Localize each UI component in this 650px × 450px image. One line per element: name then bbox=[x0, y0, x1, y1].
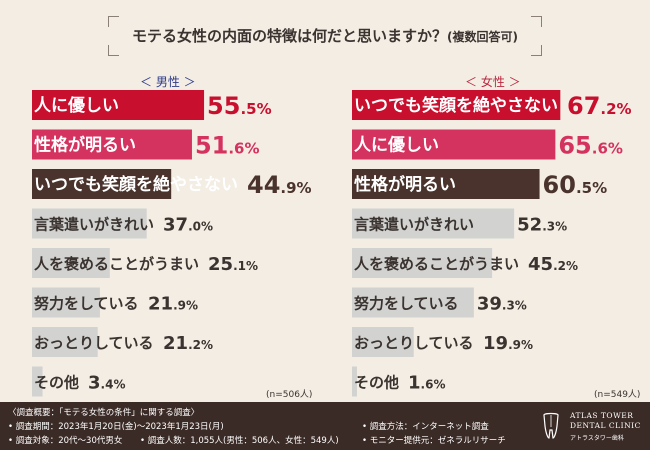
female-category-label: 努力をしている bbox=[354, 295, 459, 313]
female-value-label: 52.3% bbox=[517, 215, 567, 236]
male-value-label: 44.9% bbox=[247, 171, 312, 199]
male-panel-heading: ＜ 男性 ＞ bbox=[140, 75, 196, 89]
male-bar bbox=[32, 129, 192, 160]
male-bar bbox=[32, 327, 98, 357]
corner-bracket-bottom-left bbox=[108, 45, 119, 56]
survey-count: • 調査人数：1,055人(男性：506人、女性：549人) bbox=[140, 436, 339, 446]
female-bar bbox=[352, 327, 414, 357]
corner-bracket-bottom-right bbox=[531, 45, 542, 56]
male-category-label: いつでも笑顔を絶やさない bbox=[34, 174, 238, 195]
corner-bracket-top-left bbox=[108, 16, 119, 27]
female-value-label: 1.6% bbox=[408, 373, 445, 394]
clinic-name-line1: ATLAS TOWER bbox=[570, 411, 634, 420]
male-sample-size: (n=506人) bbox=[266, 390, 313, 400]
female-category-label: おっとりしている bbox=[354, 334, 474, 352]
male-value-label: 37.0% bbox=[163, 215, 213, 236]
female-bar bbox=[352, 169, 540, 199]
chart-title-note: (複数回答可) bbox=[447, 30, 518, 44]
female-panel-heading: ＜ 女性 ＞ bbox=[465, 75, 521, 89]
male-category-label: 性格が明るい bbox=[34, 135, 136, 156]
male-value-label: 21.2% bbox=[163, 333, 213, 354]
female-bar bbox=[352, 287, 474, 318]
female-category-label: 人を褒めることがうまい bbox=[354, 255, 519, 273]
female-bar bbox=[352, 366, 357, 397]
male-category-label: 人を褒めることがうまい bbox=[34, 255, 199, 273]
female-sample-size: (n=549人) bbox=[594, 390, 641, 400]
male-value-label: 51.6% bbox=[195, 132, 260, 160]
female-bar bbox=[352, 208, 515, 239]
female-value-label: 39.3% bbox=[477, 294, 527, 315]
male-bar bbox=[32, 366, 43, 397]
survey-overview-heading: 〈調査概要：「モテる女性の条件」に関する調査〉 bbox=[8, 408, 200, 418]
female-value-label: 19.9% bbox=[483, 333, 533, 354]
corner-bracket-top-right bbox=[531, 16, 542, 27]
male-category-label: 言葉遣いがきれい bbox=[34, 216, 154, 234]
female-value-label: 67.2% bbox=[567, 92, 632, 120]
female-category-label: 人に優しい bbox=[354, 135, 439, 156]
male-bar bbox=[32, 169, 172, 199]
tooth-logo-icon bbox=[543, 412, 559, 439]
title-box: モテる女性の内面の特徴は何だと思いますか？(複数回答可) bbox=[108, 16, 542, 56]
male-value-label: 55.5% bbox=[207, 92, 272, 120]
male-category-label: その他 bbox=[34, 374, 79, 392]
male-value-label: 25.1% bbox=[208, 254, 258, 275]
male-category-label: おっとりしている bbox=[34, 334, 154, 352]
survey-method: • 調査方法：インターネット調査 bbox=[362, 422, 489, 432]
female-bar bbox=[352, 248, 493, 278]
survey-period: • 調査期間：2023年1月20日(金)〜2023年1月23日(月) bbox=[8, 422, 224, 432]
male-value-label: 3.4% bbox=[88, 373, 125, 394]
clinic-name-line2: DENTAL CLINIC bbox=[570, 421, 641, 430]
male-category-label: 人に優しい bbox=[34, 95, 119, 116]
female-bar bbox=[352, 90, 561, 120]
male-value-label: 21.9% bbox=[148, 294, 198, 315]
clinic-logo: ATLAS TOWER DENTAL CLINIC アトラスタワー歯科 bbox=[540, 408, 646, 444]
male-bar bbox=[32, 208, 147, 239]
bar-charts: 人に優しい 55.5% 性格が明るい 51.6% いつでも笑顔を絶やさない 44.9% 言葉… bbox=[32, 90, 632, 397]
female-category-label: 言葉遣いがきれい bbox=[354, 216, 474, 234]
female-category-label: その他 bbox=[354, 374, 399, 392]
male-category-label: 努力をしている bbox=[34, 295, 139, 313]
survey-footer: 〈調査概要：「モテる女性の条件」に関する調査〉 • 調査期間：2023年1月20… bbox=[0, 402, 650, 450]
clinic-name-kana: アトラスタワー歯科 bbox=[570, 435, 624, 442]
chart-title-main: モテる女性の内面の特徴は何だと思いますか？ bbox=[132, 27, 448, 45]
female-value-label: 65.6% bbox=[558, 132, 623, 160]
female-value-label: 60.5% bbox=[543, 171, 608, 199]
male-bar bbox=[32, 287, 100, 318]
survey-target: • 調査対象：20代〜30代男女 bbox=[8, 436, 123, 446]
female-value-label: 45.2% bbox=[528, 254, 578, 275]
female-category-label: いつでも笑顔を絶やさない bbox=[354, 95, 558, 116]
survey-monitor-provider: • モニター提供元：ゼネラルリサーチ bbox=[362, 436, 506, 446]
female-bar bbox=[352, 129, 556, 160]
male-bar bbox=[32, 90, 205, 120]
chart-title: モテる女性の内面の特徴は何だと思いますか？(複数回答可) bbox=[108, 25, 542, 46]
male-bar bbox=[32, 248, 110, 278]
female-category-label: 性格が明るい bbox=[354, 174, 456, 195]
